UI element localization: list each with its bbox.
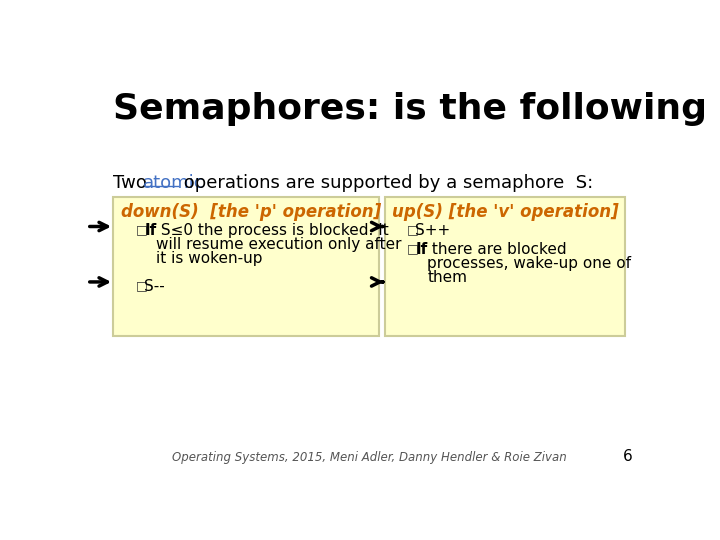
Text: S≤0 the process is blocked. It: S≤0 the process is blocked. It — [156, 224, 389, 239]
Text: Operating Systems, 2015, Meni Adler, Danny Hendler & Roie Zivan: Operating Systems, 2015, Meni Adler, Dan… — [171, 451, 567, 464]
Text: Two: Two — [113, 174, 153, 192]
FancyBboxPatch shape — [113, 197, 379, 336]
Text: there are blocked: there are blocked — [427, 242, 567, 257]
Text: processes, wake-up one of: processes, wake-up one of — [427, 256, 631, 271]
Text: □: □ — [407, 242, 419, 255]
Text: up(S) [the 'v' operation]: up(S) [the 'v' operation] — [392, 202, 619, 221]
Text: it is woken-up: it is woken-up — [156, 251, 262, 266]
FancyBboxPatch shape — [384, 197, 625, 336]
Text: atomic: atomic — [143, 174, 204, 192]
Text: them: them — [427, 269, 467, 285]
Text: will resume execution only after: will resume execution only after — [156, 237, 401, 252]
Text: down(S)  [the 'p' operation]: down(S) [the 'p' operation] — [121, 202, 382, 221]
Text: □: □ — [136, 279, 148, 292]
Text: Semaphores: is the following correct?: Semaphores: is the following correct? — [113, 92, 720, 126]
Text: □: □ — [407, 224, 419, 237]
Text: 6: 6 — [623, 449, 632, 464]
Text: operations are supported by a semaphore  S:: operations are supported by a semaphore … — [178, 174, 593, 192]
Text: S--: S-- — [144, 279, 165, 294]
Text: S++: S++ — [415, 224, 451, 239]
Text: If: If — [144, 224, 156, 239]
Text: □: □ — [136, 224, 148, 237]
Text: If: If — [415, 242, 428, 257]
